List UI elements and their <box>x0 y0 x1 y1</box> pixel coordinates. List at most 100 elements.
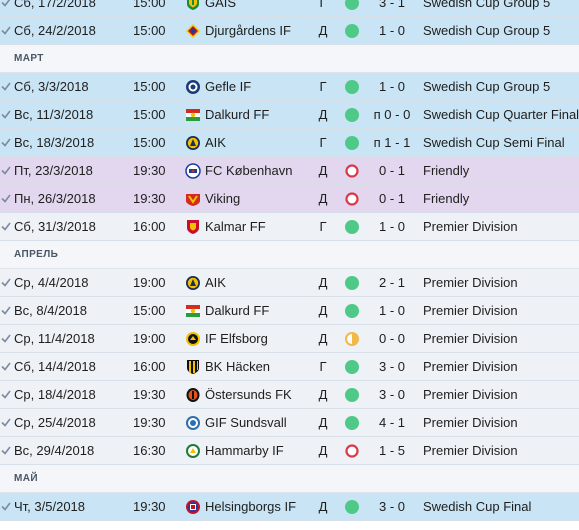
fixture-date: Ср, 11/4/2018 <box>14 331 95 346</box>
fixture-time: 15:00 <box>133 23 166 38</box>
fixture-date: Ср, 4/4/2018 <box>14 275 89 290</box>
fixture-date: Сб, 17/2/2018 <box>14 0 96 10</box>
match-score[interactable]: 1 - 5 <box>378 443 405 458</box>
competition-link[interactable]: Premier Division <box>423 387 518 402</box>
match-score[interactable]: 1 - 0 <box>378 23 405 38</box>
opponent-link[interactable]: Hammarby IF <box>205 443 284 458</box>
competition-link[interactable]: Premier Division <box>423 443 518 458</box>
opponent-link[interactable]: Dalkurd FF <box>205 107 270 122</box>
competition-link[interactable]: Premier Division <box>423 415 518 430</box>
opponent-link[interactable]: BK Häcken <box>205 359 271 374</box>
match-score[interactable]: 3 - 0 <box>378 387 405 402</box>
fixture-row[interactable]: Пн, 26/3/2018 19:30 Viking Д 0 - 1 Friendly <box>0 185 579 213</box>
opponent-link[interactable]: Gefle IF <box>205 79 252 94</box>
match-score[interactable]: 1 - 0 <box>378 79 405 94</box>
fixture-row[interactable]: Ср, 25/4/2018 19:30 GIF Sundsvall Д 4 - 1 Pre… <box>0 409 579 437</box>
venue-indicator: Д <box>318 387 328 402</box>
fixture-row[interactable]: Сб, 17/2/2018 15:00 GAIS Г 3 - 1 Swedish Cup … <box>0 0 579 17</box>
dalkurd-crest-icon <box>185 107 201 123</box>
competition-link[interactable]: Swedish Cup Group 5 <box>423 23 551 38</box>
win-result-icon <box>345 24 359 38</box>
fixture-row[interactable]: Сб, 3/3/2018 15:00 Gefle IF Г 1 - 0 Swedish C… <box>0 73 579 101</box>
match-score[interactable]: 0 - 1 <box>378 163 405 178</box>
draw-result-icon <box>345 332 359 346</box>
venue-indicator: Д <box>318 331 328 346</box>
elfsborg-crest-icon <box>185 331 201 347</box>
venue-indicator: Г <box>319 359 327 374</box>
competition-link[interactable]: Friendly <box>423 163 470 178</box>
fixture-time: 19:30 <box>133 415 166 430</box>
fixture-date: Чт, 3/5/2018 <box>14 499 86 514</box>
venue-indicator: Д <box>318 303 328 318</box>
opponent-link[interactable]: IF Elfsborg <box>205 331 268 346</box>
match-score[interactable]: 4 - 1 <box>378 415 405 430</box>
fixture-row[interactable]: Сб, 24/2/2018 15:00 Djurgårdens IF Д 1 - 0 Sw… <box>0 17 579 45</box>
competition-link[interactable]: Swedish Cup Semi Final <box>423 135 565 150</box>
competition-link[interactable]: Premier Division <box>423 275 518 290</box>
fixture-row[interactable]: Вс, 8/4/2018 15:00 Dalkurd FF Д 1 - 0 Premier… <box>0 297 579 325</box>
opponent-link[interactable]: Östersunds FK <box>205 387 292 402</box>
fixture-row[interactable]: Ср, 11/4/2018 19:00 IF Elfsborg Д 0 - 0 Premi… <box>0 325 579 353</box>
win-result-icon <box>345 108 359 122</box>
sundsvall-crest-icon <box>185 415 201 431</box>
aik-crest-icon <box>185 275 201 291</box>
venue-indicator: Г <box>319 79 327 94</box>
opponent-link[interactable]: FC København <box>205 163 293 178</box>
check-icon <box>0 332 12 344</box>
match-score[interactable]: 3 - 1 <box>378 0 405 10</box>
opponent-link[interactable]: Viking <box>205 191 241 206</box>
venue-indicator: Г <box>319 219 327 234</box>
fixture-row[interactable]: Вс, 29/4/2018 16:30 Hammarby IF Д 1 - 5 Premi… <box>0 437 579 465</box>
opponent-link[interactable]: AIK <box>205 135 226 150</box>
match-score[interactable]: п 1 - 1 <box>373 135 411 150</box>
venue-indicator: Г <box>319 135 327 150</box>
match-score[interactable]: 2 - 1 <box>378 275 405 290</box>
check-icon <box>0 0 12 8</box>
competition-link[interactable]: Swedish Cup Final <box>423 499 532 514</box>
check-icon <box>0 24 12 36</box>
competition-link[interactable]: Premier Division <box>423 303 518 318</box>
fixture-row[interactable]: Сб, 31/3/2018 16:00 Kalmar FF Г 1 - 0 Premier… <box>0 213 579 241</box>
match-score[interactable]: 1 - 0 <box>378 303 405 318</box>
opponent-link[interactable]: Kalmar FF <box>205 219 266 234</box>
opponent-link[interactable]: Helsingborgs IF <box>205 499 297 514</box>
dalkurd-crest-icon <box>185 303 201 319</box>
competition-link[interactable]: Premier Division <box>423 359 518 374</box>
fixture-date: Пт, 23/3/2018 <box>14 163 93 178</box>
fixture-time: 19:00 <box>133 331 166 346</box>
match-score[interactable]: 3 - 0 <box>378 359 405 374</box>
fixture-date: Вс, 29/4/2018 <box>14 443 95 458</box>
fixture-time: 15:00 <box>133 107 166 122</box>
fixture-row[interactable]: Пт, 23/3/2018 19:30 FC København Д 0 - 1 Frie… <box>0 157 579 185</box>
competition-link[interactable]: Swedish Cup Group 5 <box>423 79 551 94</box>
fixture-row[interactable]: Сб, 14/4/2018 16:00 BK Häcken Г 3 - 0 Premier… <box>0 353 579 381</box>
fixture-date: Ср, 25/4/2018 <box>14 415 96 430</box>
match-score[interactable]: 1 - 0 <box>378 219 405 234</box>
venue-indicator: Д <box>318 107 328 122</box>
fixture-time: 19:30 <box>133 191 166 206</box>
fixture-time: 15:00 <box>133 135 166 150</box>
competition-link[interactable]: Premier Division <box>423 331 518 346</box>
competition-link[interactable]: Premier Division <box>423 219 518 234</box>
opponent-link[interactable]: AIK <box>205 275 226 290</box>
match-score[interactable]: 0 - 1 <box>378 191 405 206</box>
venue-indicator: Д <box>318 191 328 206</box>
match-score[interactable]: 0 - 0 <box>378 331 405 346</box>
opponent-link[interactable]: Djurgårdens IF <box>205 23 291 38</box>
hacken-crest-icon <box>185 359 201 375</box>
competition-link[interactable]: Swedish Cup Group 5 <box>423 0 551 10</box>
opponent-link[interactable]: Dalkurd FF <box>205 303 270 318</box>
check-icon <box>0 444 12 456</box>
fixture-row[interactable]: Ср, 4/4/2018 19:00 AIK Д 2 - 1 Premier Divisi… <box>0 269 579 297</box>
opponent-link[interactable]: GIF Sundsvall <box>205 415 287 430</box>
match-score[interactable]: 3 - 0 <box>378 499 405 514</box>
fixture-row[interactable]: Ср, 18/4/2018 19:30 Östersunds FK Д 3 - 0 Pre… <box>0 381 579 409</box>
opponent-link[interactable]: GAIS <box>205 0 237 10</box>
win-result-icon <box>345 360 359 374</box>
competition-link[interactable]: Swedish Cup Quarter Final <box>423 107 579 122</box>
competition-link[interactable]: Friendly <box>423 191 470 206</box>
match-score[interactable]: п 0 - 0 <box>373 107 411 122</box>
fixture-row[interactable]: Чт, 3/5/2018 19:30 Helsingborgs IF Д 3 - 0 Sw… <box>0 493 579 521</box>
